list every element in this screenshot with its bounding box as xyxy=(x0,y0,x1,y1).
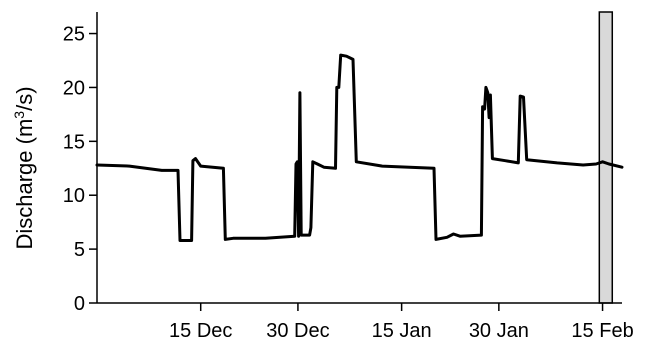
discharge-series-line xyxy=(95,53,624,242)
x-tick-label: 30 Dec xyxy=(266,320,329,342)
y-tick-label: 20 xyxy=(63,77,85,99)
shaded-period-band xyxy=(598,11,614,304)
y-tick-label: 5 xyxy=(74,239,85,261)
series-layer xyxy=(95,53,624,242)
shaded-region-layer xyxy=(598,11,614,304)
x-tick-label: 30 Jan xyxy=(469,320,529,342)
x-tick-label: 15 Feb xyxy=(571,320,633,342)
y-tick-label: 10 xyxy=(63,185,85,207)
y-axis-title-suffix: /s) xyxy=(12,86,37,110)
y-tick-label: 15 xyxy=(63,131,85,153)
y-axis-title: Discharge (m3/s) xyxy=(11,86,37,249)
y-tick-label: 25 xyxy=(63,24,85,46)
x-tick-label: 15 Dec xyxy=(169,320,232,342)
y-axis-title-superscript: 3 xyxy=(11,111,27,119)
y-tick-label: 0 xyxy=(74,293,85,315)
x-tick-label: 15 Jan xyxy=(372,320,432,342)
y-axis-title-prefix: Discharge (m xyxy=(12,119,37,250)
tick-labels-layer: 0 5 10 15 20 25 15 Dec 30 Dec 15 Jan 30 Jan 15 Feb xyxy=(63,24,634,342)
axes-layer xyxy=(89,12,622,311)
